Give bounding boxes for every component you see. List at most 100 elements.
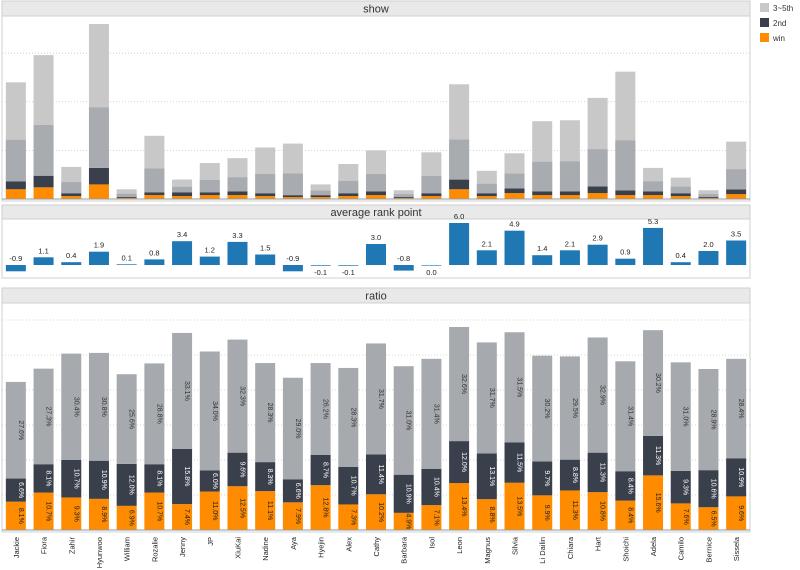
ratio-bar-2nd [393, 474, 414, 513]
ratio-data-label: 11.3% [571, 501, 578, 520]
ratio-bar-3~5th [338, 367, 359, 467]
ratio-panel-frame [1, 302, 751, 533]
show-bar-2nd [587, 186, 608, 194]
show-bar-shade [726, 169, 747, 190]
ratio-bar-3~5th [698, 369, 719, 471]
rank-data-label: 1.1 [38, 246, 48, 255]
ratio-bar-2nd [33, 464, 54, 493]
show-bar-shade [338, 180, 359, 194]
show-bar-shade [199, 179, 220, 193]
show-bar-win [587, 193, 608, 199]
show-bar-shade [421, 176, 442, 194]
ratio-data-label: 6.6% [294, 483, 301, 499]
ratio-data-label: 25.6% [128, 409, 135, 429]
ratio-data-label: 7.4% [183, 509, 190, 525]
legend-swatch [760, 18, 769, 27]
rank-bar [393, 265, 414, 271]
show-bar-win [421, 196, 442, 199]
ratio-bar-win [227, 486, 248, 530]
show-bar-win [33, 187, 54, 199]
legend-label: 2nd [773, 19, 786, 28]
rank-data-label: 1.2 [205, 246, 215, 255]
category-tick-label: Leon [455, 537, 464, 554]
ratio-bar-3~5th [559, 356, 580, 460]
rank-bar [532, 255, 553, 265]
ratio-data-label: 33.1% [183, 381, 190, 401]
category-tick-label: Bernice [704, 537, 713, 562]
ratio-bar-win [421, 505, 442, 530]
show-bar-shade [88, 107, 109, 168]
ratio-data-label: 31.5% [516, 377, 523, 397]
ratio-bar-3~5th [504, 332, 525, 443]
ratio-data-label: 8.1% [17, 508, 24, 524]
rank-data-label: 3.3 [232, 231, 242, 240]
show-bar-2nd [643, 191, 664, 196]
show-bar-2nd [255, 193, 276, 197]
ratio-data-label: 30.4% [72, 397, 79, 417]
ratio-data-label: 12.8% [322, 498, 329, 518]
ratio-data-label: 10.9% [100, 470, 107, 490]
category-tick-label: Rozalie [150, 537, 159, 562]
ratio-data-label: 15.6% [654, 493, 661, 513]
ratio-bar-win [255, 491, 276, 530]
category-tick-label: Barbara [400, 536, 409, 564]
show-bar-win [255, 196, 276, 199]
category-tick-label: Shoichi [621, 537, 630, 562]
show-bar-3~5th [698, 190, 719, 198]
show-bar-2nd [532, 191, 553, 196]
ratio-bar-2nd [172, 448, 193, 505]
rank-bar [144, 259, 165, 265]
ratio-bar-3~5th [33, 368, 54, 465]
show-bar-2nd [338, 193, 359, 197]
ratio-bar-win [366, 494, 386, 530]
show-bar-2nd [559, 191, 580, 196]
category-tick-label: Aya [289, 536, 298, 550]
show-bar-2nd [698, 197, 719, 199]
rank-data-label: -0.9 [286, 254, 299, 263]
ratio-bar-3~5th [587, 337, 608, 453]
ratio-data-label: 11.3% [599, 463, 606, 482]
ratio-bar-3~5th [144, 363, 165, 465]
rank-bar [310, 265, 331, 266]
ratio-bar-win [282, 502, 303, 530]
ratio-bar-2nd [116, 463, 137, 506]
show-bar-shade [643, 181, 664, 192]
ratio-data-label: 11.5% [516, 453, 523, 472]
ratio-bar-win [726, 496, 747, 530]
ratio-data-label: 8.1% [45, 470, 52, 486]
show-bar-2nd [116, 197, 137, 199]
ratio-bar-2nd [199, 470, 220, 492]
ratio-data-label: 8.8% [488, 507, 495, 523]
ratio-data-label: 8.8% [571, 467, 578, 483]
ratio-bar-3~5th [393, 366, 414, 475]
rank-bar [504, 230, 525, 265]
show-bar-3~5th [393, 190, 414, 198]
ratio-data-label: 10.7% [155, 501, 162, 521]
show-bar-shade [282, 173, 303, 196]
show-bar-win [532, 195, 553, 199]
ratio-data-label: 11.4% [377, 465, 384, 484]
ratio-bar-win [476, 499, 497, 530]
show-panel-frame [1, 15, 751, 202]
rank-bar [670, 262, 691, 265]
ratio-bar-win [670, 503, 691, 530]
ratio-panel-title: ratio [365, 291, 386, 303]
rank-bar [199, 256, 220, 265]
ratio-data-label: 6.5% [709, 511, 716, 527]
ratio-bar-win [393, 512, 414, 530]
rank-bar [698, 251, 719, 265]
ratio-bar-2nd [144, 464, 165, 493]
rank-bar [338, 265, 359, 266]
show-bar-win [338, 196, 359, 199]
ratio-data-label: 8.4% [626, 478, 633, 494]
show-bar-shade [33, 125, 54, 176]
rank-bar [449, 223, 470, 265]
rank-panel-frame [1, 218, 751, 279]
category-tick-label: Jenny [178, 537, 187, 557]
show-bar-2nd [172, 192, 193, 197]
ratio-bar-2nd [698, 470, 719, 508]
ratio-bar-win [449, 483, 470, 530]
rank-data-label: 0.9 [620, 248, 630, 257]
show-bar-3~5th [310, 184, 331, 196]
ratio-data-label: 10.7% [45, 501, 52, 521]
